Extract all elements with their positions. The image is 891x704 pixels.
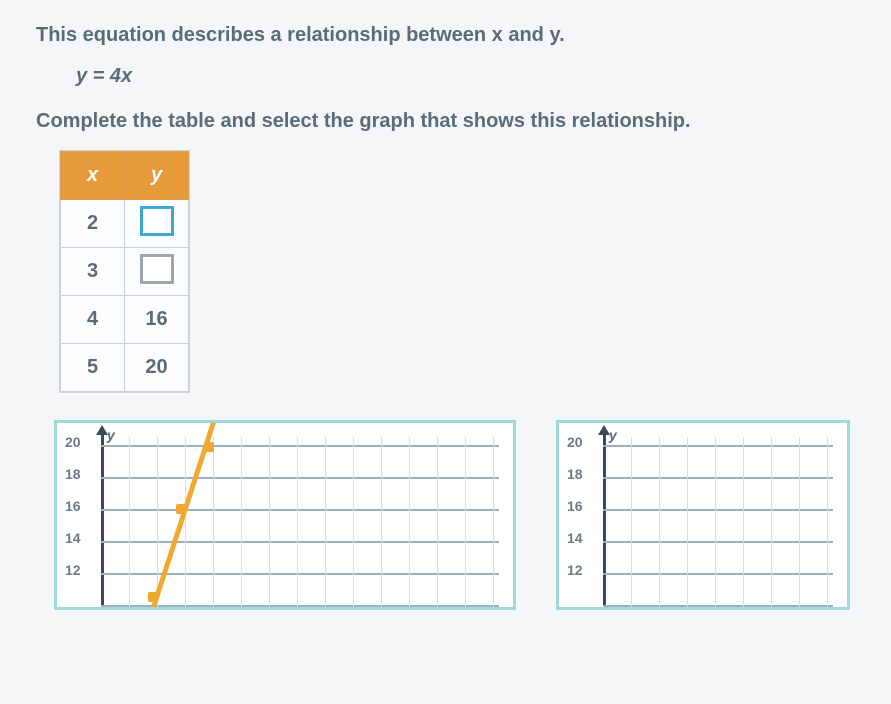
grid-area-1 (101, 437, 499, 607)
table-row: 2 (61, 200, 189, 248)
y-tick-label: 14 (65, 529, 81, 547)
table-body: 23416520 (61, 200, 189, 392)
gridline-v (325, 437, 326, 607)
grid-area-2 (603, 437, 833, 607)
gridline-v (743, 437, 744, 607)
gridline-v (771, 437, 772, 607)
gridline-v (269, 437, 270, 607)
instruction-text: Complete the table and select the graph … (36, 110, 855, 133)
gridline-v (381, 437, 382, 607)
gridline-v (353, 437, 354, 607)
gridline-v (715, 437, 716, 607)
table-row: 416 (61, 296, 189, 344)
y-tick-labels-2: 20 18 16 14 12 (567, 433, 583, 579)
graph-option-2[interactable]: y 2018161412 (556, 420, 850, 610)
data-point (176, 504, 186, 514)
gridline-v (297, 437, 298, 607)
y-tick-label: 14 (567, 529, 583, 547)
cell-x: 3 (61, 248, 125, 296)
gridline-h (101, 477, 499, 479)
graphs-row: y 2018161412 y 2018161412 (54, 420, 855, 610)
y-tick-label: 18 (65, 465, 81, 483)
y-axis-line (603, 431, 606, 607)
y-tick-label: 16 (567, 497, 583, 515)
gridline-v (659, 437, 660, 607)
y-tick-label: 12 (567, 561, 583, 579)
y-axis-line (101, 431, 104, 607)
gridline-v (437, 437, 438, 607)
y-axis-arrow-icon (96, 425, 108, 435)
gridline-v (213, 437, 214, 607)
cell-x: 2 (61, 200, 125, 248)
y-tick-label: 18 (567, 465, 583, 483)
y-tick-label: 20 (65, 433, 81, 451)
cell-y: 20 (125, 344, 189, 392)
col-header-y: y (125, 152, 189, 200)
y-tick-labels-1: 20 18 16 14 12 (65, 433, 81, 579)
data-point (148, 592, 158, 602)
data-point (204, 442, 214, 452)
gridline-v (465, 437, 466, 607)
graph-option-1[interactable]: y 2018161412 (54, 420, 516, 610)
answer-input-blank[interactable] (140, 206, 174, 236)
cell-y[interactable] (125, 248, 189, 296)
col-header-x: x (61, 152, 125, 200)
gridline-v (799, 437, 800, 607)
gridline-v (409, 437, 410, 607)
gridline-v (241, 437, 242, 607)
y-tick-label: 20 (567, 433, 583, 451)
cell-x: 5 (61, 344, 125, 392)
gridline-v (129, 437, 130, 607)
gridline-v (827, 437, 828, 607)
equation-text: y = 4x (76, 65, 855, 88)
gridline-v (493, 437, 494, 607)
gridline-v (185, 437, 186, 607)
gridline-h (101, 445, 499, 447)
answer-input-blank[interactable] (140, 254, 174, 284)
y-tick-label: 16 (65, 497, 81, 515)
gridline-h (101, 509, 499, 511)
xy-table: x y 23416520 (60, 151, 189, 392)
gridline-v (687, 437, 688, 607)
cell-x: 4 (61, 296, 125, 344)
gridline-h (101, 541, 499, 543)
y-tick-label: 12 (65, 561, 81, 579)
gridline-h (101, 605, 499, 607)
gridline-v (631, 437, 632, 607)
prompt-text: This equation describes a relationship b… (36, 24, 855, 47)
y-axis-arrow-icon (598, 425, 610, 435)
table-row: 3 (61, 248, 189, 296)
cell-y: 16 (125, 296, 189, 344)
cell-y[interactable] (125, 200, 189, 248)
table-row: 520 (61, 344, 189, 392)
